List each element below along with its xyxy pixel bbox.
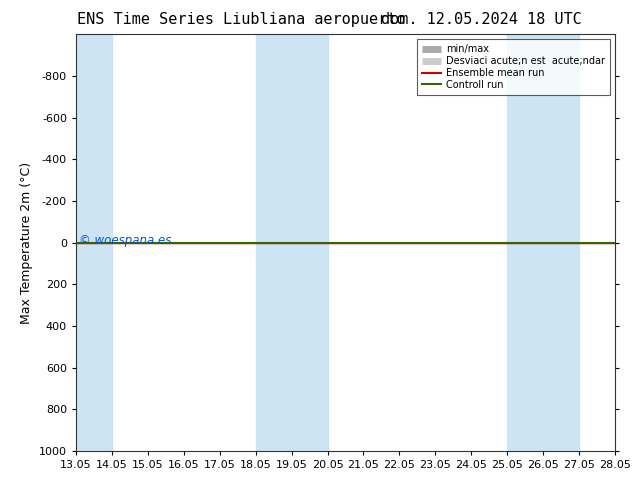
Legend: min/max, Desviaci acute;n est  acute;ndar, Ensemble mean run, Controll run: min/max, Desviaci acute;n est acute;ndar… xyxy=(417,39,610,95)
Text: dom. 12.05.2024 18 UTC: dom. 12.05.2024 18 UTC xyxy=(382,12,582,27)
Text: © woespana.es: © woespana.es xyxy=(79,234,171,247)
Y-axis label: Max Temperature 2m (°C): Max Temperature 2m (°C) xyxy=(20,162,34,323)
Bar xyxy=(507,34,579,451)
Bar xyxy=(76,34,112,451)
Text: ENS Time Series Liubliana aeropuerto: ENS Time Series Liubliana aeropuerto xyxy=(77,12,405,27)
Bar xyxy=(256,34,328,451)
